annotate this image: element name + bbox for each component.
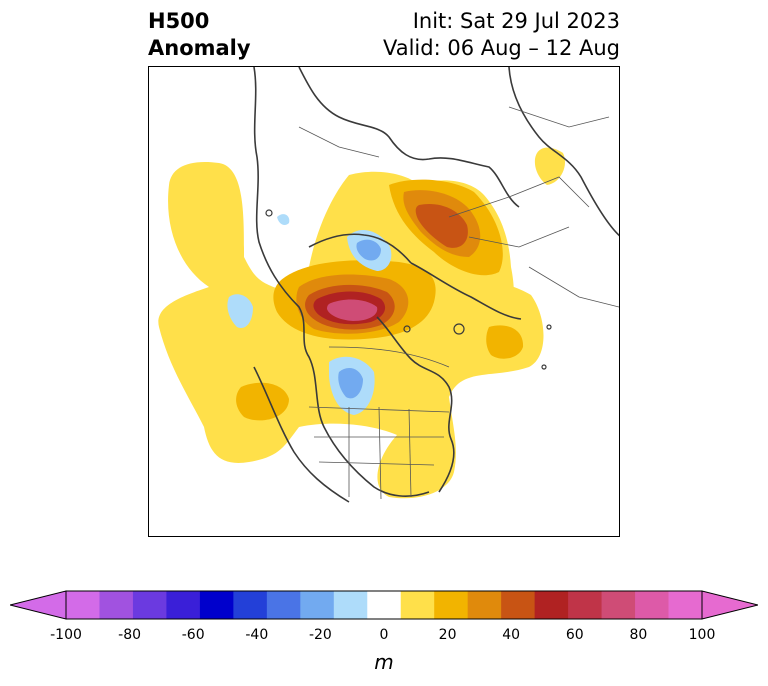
anomaly-map	[148, 66, 620, 537]
borders	[298, 106, 619, 500]
colorbar-segment	[534, 591, 569, 619]
colorbar-segment	[568, 591, 603, 619]
colorbar-under-arrow	[10, 590, 67, 620]
colorbar-tick-label: 60	[565, 627, 584, 643]
colorbar-segment	[132, 591, 167, 619]
colorbar-segment	[199, 591, 234, 619]
colorbar-segment	[233, 591, 268, 619]
colorbar-segment	[300, 591, 335, 619]
negative-anomaly-mid	[338, 239, 381, 399]
colorbar-tick-label: -100	[50, 627, 82, 643]
colorbar-segment	[266, 591, 301, 619]
colorbar-unit: m	[374, 650, 394, 674]
colorbar-tick-label: -20	[308, 627, 332, 643]
colorbar-tick-label: 20	[438, 627, 457, 643]
colorbar-segment	[99, 591, 134, 619]
colorbar-tick-label: -40	[245, 627, 269, 643]
colorbar-tick-label: 40	[502, 627, 521, 643]
colorbar-tick-label: 0	[379, 627, 389, 643]
colorbar-segment	[501, 591, 536, 619]
colorbar-segment	[467, 591, 502, 619]
title-line-2: Anomaly	[148, 36, 251, 60]
colorbar-segment	[668, 591, 703, 619]
colorbar-segment	[400, 591, 435, 619]
colorbar-tick-label: 80	[629, 627, 648, 643]
init-date: Init: Sat 29 Jul 2023	[412, 9, 620, 33]
colorbar-segment	[166, 591, 201, 619]
colorbar-segment	[434, 591, 469, 619]
colorbar-over-arrow	[701, 590, 758, 620]
map-title: H500 Anomaly	[148, 8, 251, 62]
colorbar-segments	[66, 591, 703, 619]
map-canvas	[158, 67, 619, 503]
colorbar-segment	[333, 591, 368, 619]
positive-anomaly-max	[327, 299, 378, 321]
coastlines	[253, 67, 619, 503]
colorbar-segment	[635, 591, 670, 619]
colorbar-tick-label: 100	[688, 627, 716, 643]
colorbar-outline	[65, 590, 703, 620]
colorbar-segment	[66, 591, 100, 619]
colorbar-segment	[367, 591, 402, 619]
title-line-1: H500	[148, 9, 210, 33]
colorbar	[10, 590, 758, 620]
valid-range: Valid: 06 Aug – 12 Aug	[382, 36, 620, 60]
forecast-dates: Init: Sat 29 Jul 2023 Valid: 06 Aug – 12…	[383, 8, 620, 62]
colorbar-segment	[601, 591, 636, 619]
colorbar-tick-label: -80	[118, 627, 142, 643]
colorbar-tick-label: -60	[181, 627, 205, 643]
islands	[265, 209, 552, 370]
